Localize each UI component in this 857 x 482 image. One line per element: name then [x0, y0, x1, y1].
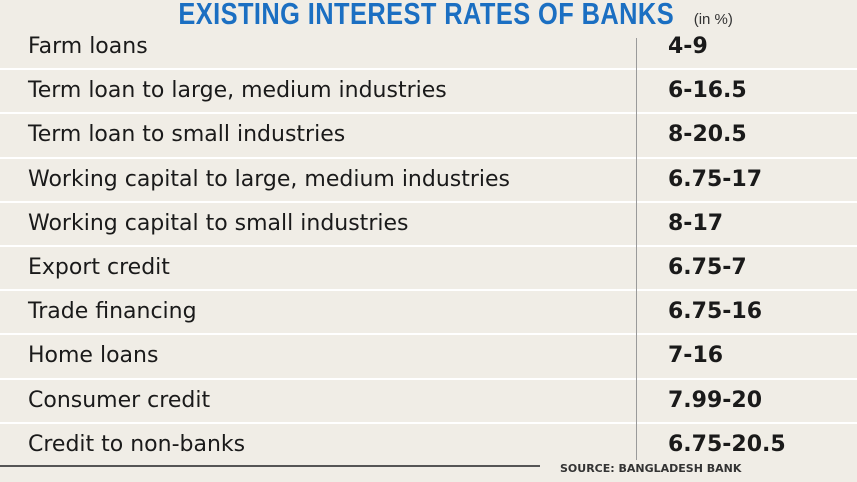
title-bar: EXISTING INTEREST RATES OF BANKS (in %) [0, 0, 857, 32]
row-value: 8-20.5 [668, 122, 747, 148]
row-value: 6.75-20.5 [668, 431, 786, 457]
row-value: 6.75-16 [668, 299, 763, 325]
row-value: 7-16 [668, 343, 724, 369]
source: SOURCE: BANGLADESH BANK [560, 462, 742, 475]
row-label: Trade financing [28, 299, 197, 325]
table-row: Credit to non-banks 6.75-20.5 [0, 424, 857, 468]
table-row: Farm loans 4-9 [0, 26, 857, 71]
row-label: Credit to non-banks [28, 431, 246, 457]
table-row: Export credit 6.75-7 [0, 247, 857, 292]
row-value: 7.99-20 [668, 387, 763, 413]
table-row: Working capital to large, medium industr… [0, 159, 857, 203]
table-row: Consumer credit 7.99-20 [0, 380, 857, 424]
title: EXISTING INTEREST RATES OF BANKS [178, 0, 675, 31]
unit: (in %) [693, 11, 733, 28]
table-row: Home loans 7-16 [0, 335, 857, 380]
row-value: 6.75-7 [668, 254, 747, 280]
row-label: Term loan to small industries [28, 122, 346, 148]
row-label: Home loans [28, 343, 159, 369]
table-row: Term loan to large, medium industries 6-1… [0, 70, 857, 115]
row-value: 6.75-17 [668, 166, 763, 192]
table-row: Term loan to small industries 8-20.5 [0, 114, 857, 159]
table: Farm loans 4-9 Term loan to large, medium … [0, 26, 857, 468]
row-label: Export credit [28, 254, 170, 280]
row-value: 4-9 [668, 34, 708, 59]
column-divider [636, 38, 637, 460]
row-value: 8-17 [668, 210, 724, 236]
footer-rule [0, 465, 540, 467]
table-row: Working capital to small industries 8-17 [0, 203, 857, 247]
row-label: Consumer credit [28, 387, 211, 413]
row-value: 6-16.5 [668, 78, 747, 104]
row-label: Working capital to small industries [28, 210, 409, 236]
row-label: Working capital to large, medium industr… [28, 166, 511, 192]
table-row: Trade financing 6.75-16 [0, 291, 857, 336]
row-label: Farm loans [28, 34, 148, 59]
row-label: Term loan to large, medium industries [28, 78, 447, 104]
